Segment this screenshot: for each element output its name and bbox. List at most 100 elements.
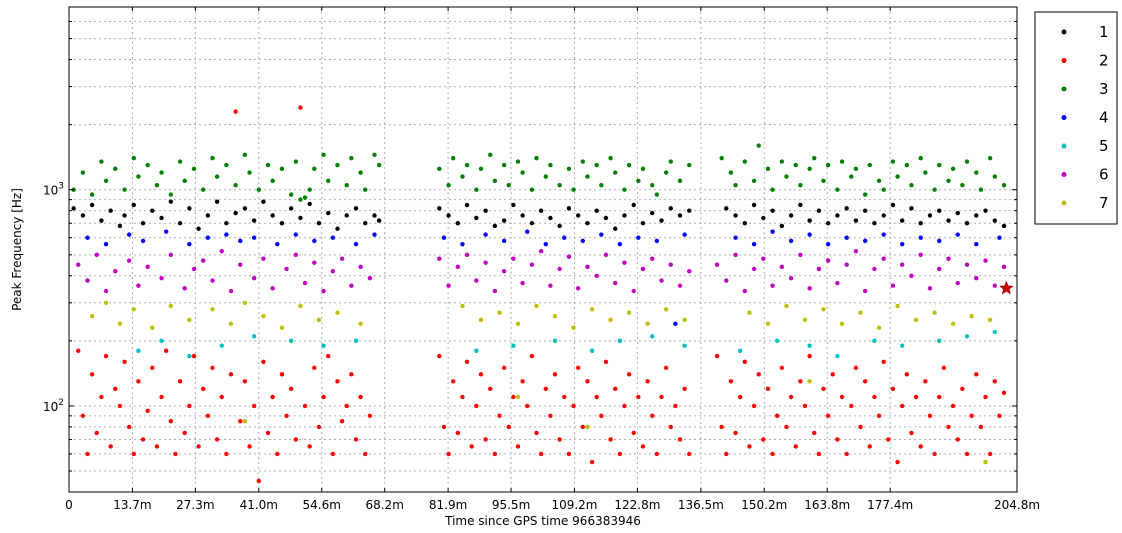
data-point-series-6 [302,280,308,286]
data-point-series-2 [488,386,493,392]
data-point-series-6 [974,275,979,281]
data-point-series-6 [687,268,692,274]
data-point-series-2 [233,109,238,114]
data-point-series-2 [270,394,275,400]
data-point-series-3 [937,162,942,168]
data-point-series-2 [344,403,349,409]
data-point-series-6 [733,252,738,258]
x-tick-label: 27.3m [176,498,214,512]
data-point-series-3 [876,178,882,183]
data-point-series-3 [862,192,868,197]
legend-label-series-5: 5 [1099,137,1109,155]
data-point-series-2 [714,353,720,359]
data-point-series-6 [330,268,336,274]
data-point-series-1 [779,223,785,229]
data-point-series-4 [682,232,687,237]
data-point-series-3 [733,182,738,188]
data-point-series-4 [330,235,336,240]
data-point-series-1 [298,215,303,221]
data-point-series-1 [946,218,951,223]
data-point-series-6 [890,283,896,288]
data-point-series-2 [798,379,803,384]
data-point-series-6 [557,266,562,272]
data-point-series-3 [835,187,840,192]
data-point-series-3 [177,159,183,164]
data-point-series-3 [543,174,548,179]
x-tick-label: 163.8m [804,498,850,512]
data-point-series-3 [881,187,886,192]
data-point-series-2 [946,424,951,430]
data-point-series-2 [548,413,553,419]
data-point-series-1 [196,226,201,231]
data-point-series-2 [326,353,331,359]
data-point-series-2 [858,424,863,430]
data-point-series-7 [858,310,863,315]
data-point-series-2 [737,394,743,400]
data-point-series-3 [335,162,340,168]
data-point-series-3 [446,182,451,188]
data-point-series-2 [478,372,484,377]
data-point-series-4 [224,232,229,237]
data-point-series-6 [1001,264,1007,270]
data-point-series-3 [812,155,817,161]
data-point-series-2 [663,365,669,371]
data-point-series-1 [594,208,599,213]
data-point-series-7 [608,317,613,323]
data-point-series-3 [779,159,785,164]
data-point-series-1 [335,226,340,231]
data-point-series-3 [904,162,910,168]
data-point-series-2 [256,478,261,484]
data-point-series-1 [575,213,581,218]
data-point-series-1 [918,221,923,226]
data-point-series-2 [464,359,470,365]
data-point-series-3 [131,155,137,161]
data-point-series-2 [302,403,308,409]
data-point-series-2 [566,451,572,457]
x-tick-label: 136.5m [678,498,724,512]
data-point-series-3 [154,182,160,188]
data-point-series-3 [492,178,498,183]
data-point-series-2 [909,430,914,436]
data-point-series-6 [714,262,720,267]
data-point-series-2 [747,444,752,449]
data-point-series-2 [636,394,641,400]
data-point-series-6 [293,252,299,258]
data-point-series-1 [761,215,766,221]
data-point-series-5 [992,329,997,335]
data-point-series-7 [515,394,521,400]
data-point-series-4 [654,238,660,244]
data-point-series-6 [816,266,822,272]
data-points [71,105,1014,484]
data-point-series-2 [474,403,479,409]
data-point-series-6 [284,266,289,272]
data-point-series-7 [335,310,340,315]
data-point-series-2 [219,394,224,400]
data-point-series-1 [890,202,896,208]
data-point-series-4 [483,232,488,237]
data-point-series-7 [807,379,812,384]
data-point-series-7 [784,303,789,309]
data-point-series-2 [913,394,919,400]
x-tick-label: 41.0m [240,498,278,512]
data-point-series-4 [997,235,1002,240]
data-point-series-1 [1001,223,1007,229]
data-point-series-4 [164,229,169,234]
data-point-series-4 [353,241,359,247]
data-point-series-3 [599,182,604,188]
data-point-series-2 [687,451,692,457]
data-point-series-3 [719,155,724,161]
data-point-series-2 [867,444,873,449]
data-point-series-2 [580,424,586,430]
data-point-series-2 [529,353,535,359]
data-point-series-2 [108,444,113,449]
data-point-series-2 [761,437,766,442]
data-point-series-6 [349,283,354,288]
data-point-series-2 [159,394,164,400]
data-point-series-1 [631,202,636,208]
data-point-series-7 [168,303,174,309]
x-axis-label: Time since GPS time 966383946 [444,514,641,528]
data-point-series-1 [520,213,525,218]
data-point-series-3 [242,152,248,158]
data-point-series-5 [682,343,687,348]
